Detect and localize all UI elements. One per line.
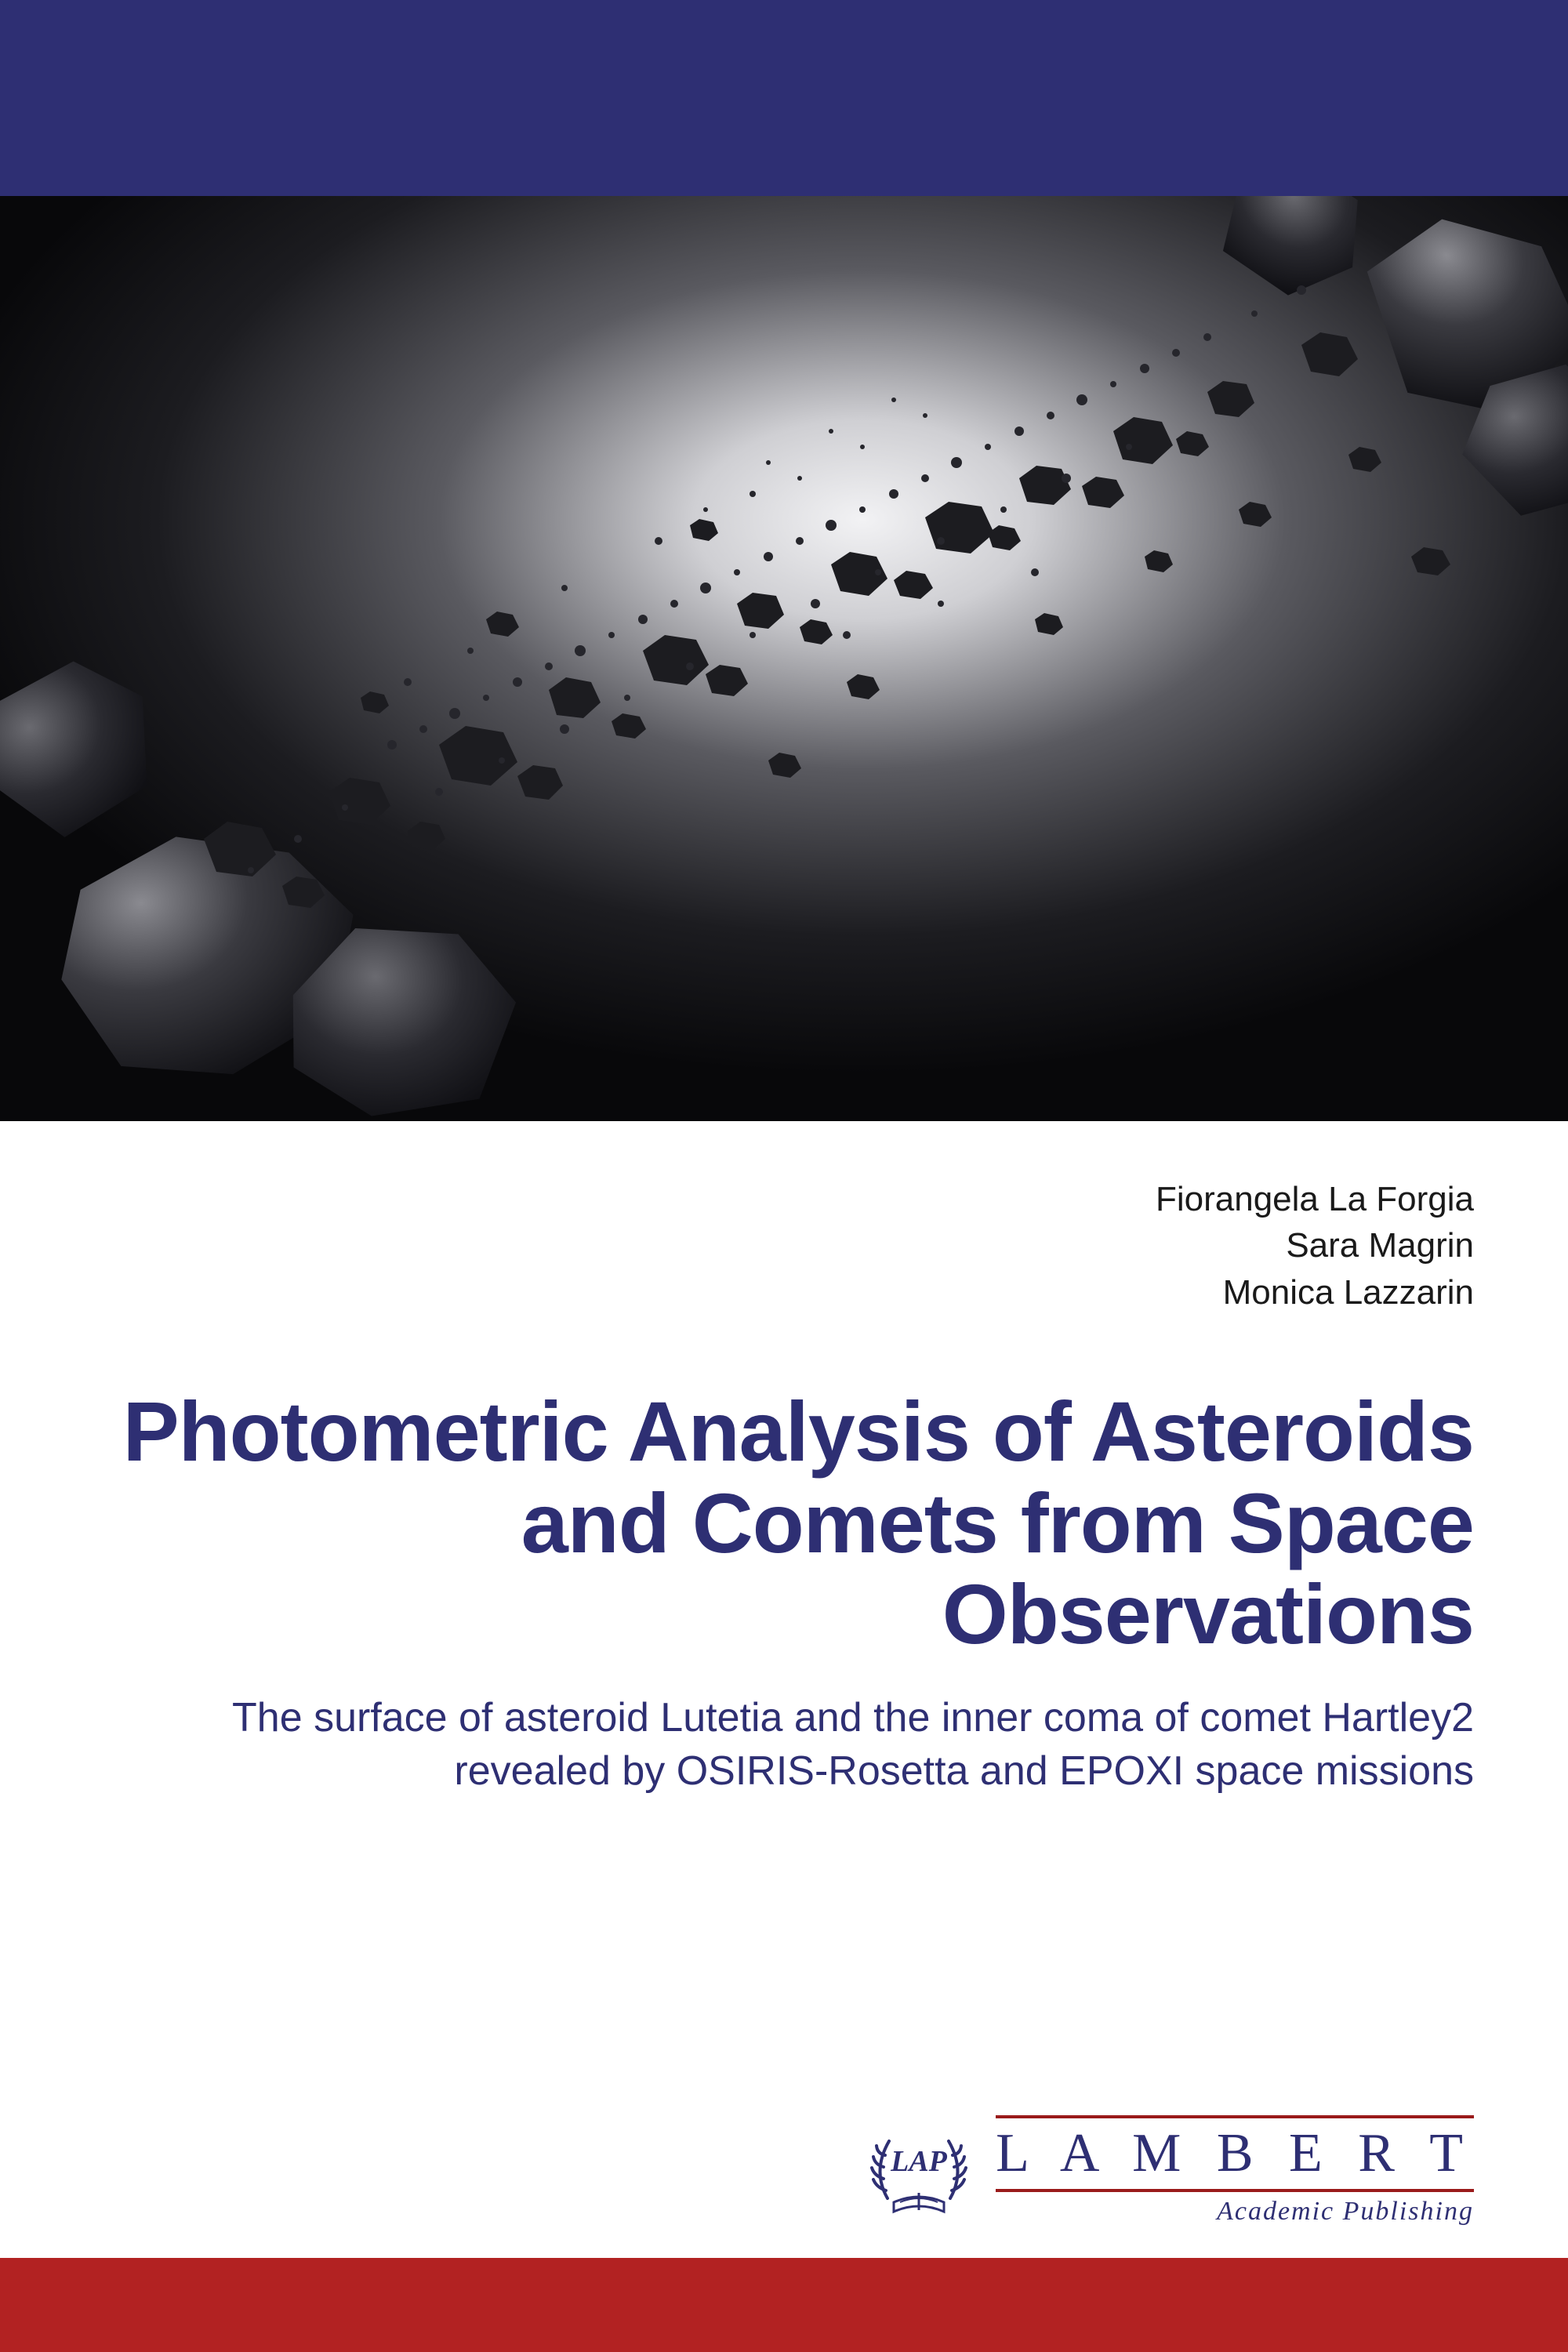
publisher-name: L A M B E R T (996, 2126, 1474, 2181)
content-area: Fiorangela La Forgia Sara Magrin Monica … (0, 1121, 1568, 2258)
book-subtitle: The surface of asteroid Lutetia and the … (94, 1692, 1474, 1798)
publisher-top-rule (996, 2115, 1474, 2118)
asteroid-field-illustration (0, 196, 1568, 1121)
author-1: Fiorangela La Forgia (94, 1176, 1474, 1222)
publisher-name-block: L A M B E R T Academic Publishing (996, 2115, 1474, 2227)
publisher-subline: Academic Publishing (996, 2197, 1474, 2227)
publisher-logo-area: LAP L A M B E R T Academic Publishing (94, 2115, 1474, 2258)
publisher-logo: LAP L A M B E R T Academic Publishing (864, 2115, 1474, 2227)
author-3: Monica Lazzarin (94, 1269, 1474, 1316)
top-color-band (0, 0, 1568, 196)
publisher-bottom-rule (996, 2189, 1474, 2192)
book-title: Photometric Analysis of Asteroids and Co… (94, 1386, 1474, 1661)
bottom-color-band (0, 2258, 1568, 2352)
book-cover: Fiorangela La Forgia Sara Magrin Monica … (0, 0, 1568, 2352)
hero-image (0, 196, 1568, 1121)
lap-badge-icon: LAP (864, 2124, 974, 2218)
author-2: Sara Magrin (94, 1222, 1474, 1269)
spacer (94, 1798, 1474, 2115)
svg-text:LAP: LAP (890, 2145, 948, 2178)
authors-block: Fiorangela La Forgia Sara Magrin Monica … (94, 1176, 1474, 1316)
